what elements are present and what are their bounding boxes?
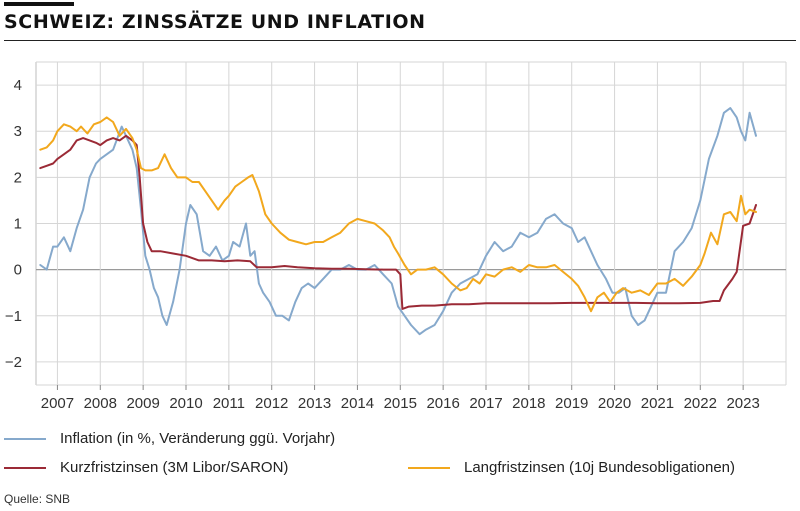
- x-tick-label: 2019: [555, 395, 588, 412]
- legend-item-kurzfristzinsen: Kurzfristzinsen (3M Libor/SARON): [4, 459, 288, 476]
- x-tick-label: 2018: [512, 395, 545, 412]
- legend-item-langfristzinsen: Langfristzinsen (10j Bundesobligationen): [408, 459, 735, 476]
- x-tick-label: 2008: [84, 395, 117, 412]
- series-line-inflation: [39, 107, 757, 336]
- x-tick-label: 2013: [298, 395, 331, 412]
- legend-swatch-kurzfristzinsen: [4, 466, 46, 469]
- x-tick-label: 2021: [641, 395, 674, 412]
- x-tick-label: 2007: [41, 395, 74, 412]
- x-tick-label: 2010: [169, 395, 202, 412]
- legend-swatch-inflation: [4, 437, 46, 440]
- y-tick-label: 1: [14, 216, 22, 233]
- x-tick-label: 2014: [341, 395, 374, 412]
- y-tick-label: −1: [5, 308, 22, 325]
- x-tick-label: 2017: [469, 395, 502, 412]
- x-tick-label: 2020: [598, 395, 631, 412]
- series-line-lang: [39, 116, 757, 313]
- x-tick-label: 2012: [255, 395, 288, 412]
- y-tick-label: 2: [14, 169, 22, 186]
- legend-label-kurzfristzinsen: Kurzfristzinsen (3M Libor/SARON): [60, 459, 289, 476]
- y-tick-label: −2: [5, 354, 22, 371]
- legend-item-inflation: Inflation (in %, Veränderung ggü. Vorjah…: [4, 430, 335, 447]
- legend-swatch-langfristzinsen: [408, 466, 450, 469]
- y-tick-label: 0: [14, 262, 22, 279]
- x-tick-label: 2022: [684, 395, 717, 412]
- x-tick-label: 2015: [384, 395, 417, 412]
- title-accent-bar: [4, 2, 74, 6]
- x-tick-label: 2023: [726, 395, 759, 412]
- legend-label-langfristzinsen: Langfristzinsen (10j Bundesobligationen): [464, 459, 736, 476]
- source-note: Quelle: SNB: [4, 492, 71, 506]
- x-tick-label: 2009: [126, 395, 159, 412]
- y-tick-label: 4: [14, 77, 22, 94]
- x-tick-label: 2011: [213, 395, 245, 412]
- title-divider: [4, 40, 796, 41]
- y-tick-label: 3: [14, 123, 22, 140]
- legend-label-inflation: Inflation (in %, Veränderung ggü. Vorjah…: [60, 430, 336, 447]
- x-tick-label: 2016: [426, 395, 459, 412]
- chart-title: SCHWEIZ: ZINSSÄTZE UND INFLATION: [4, 11, 426, 33]
- series-line-kurz: [39, 134, 757, 310]
